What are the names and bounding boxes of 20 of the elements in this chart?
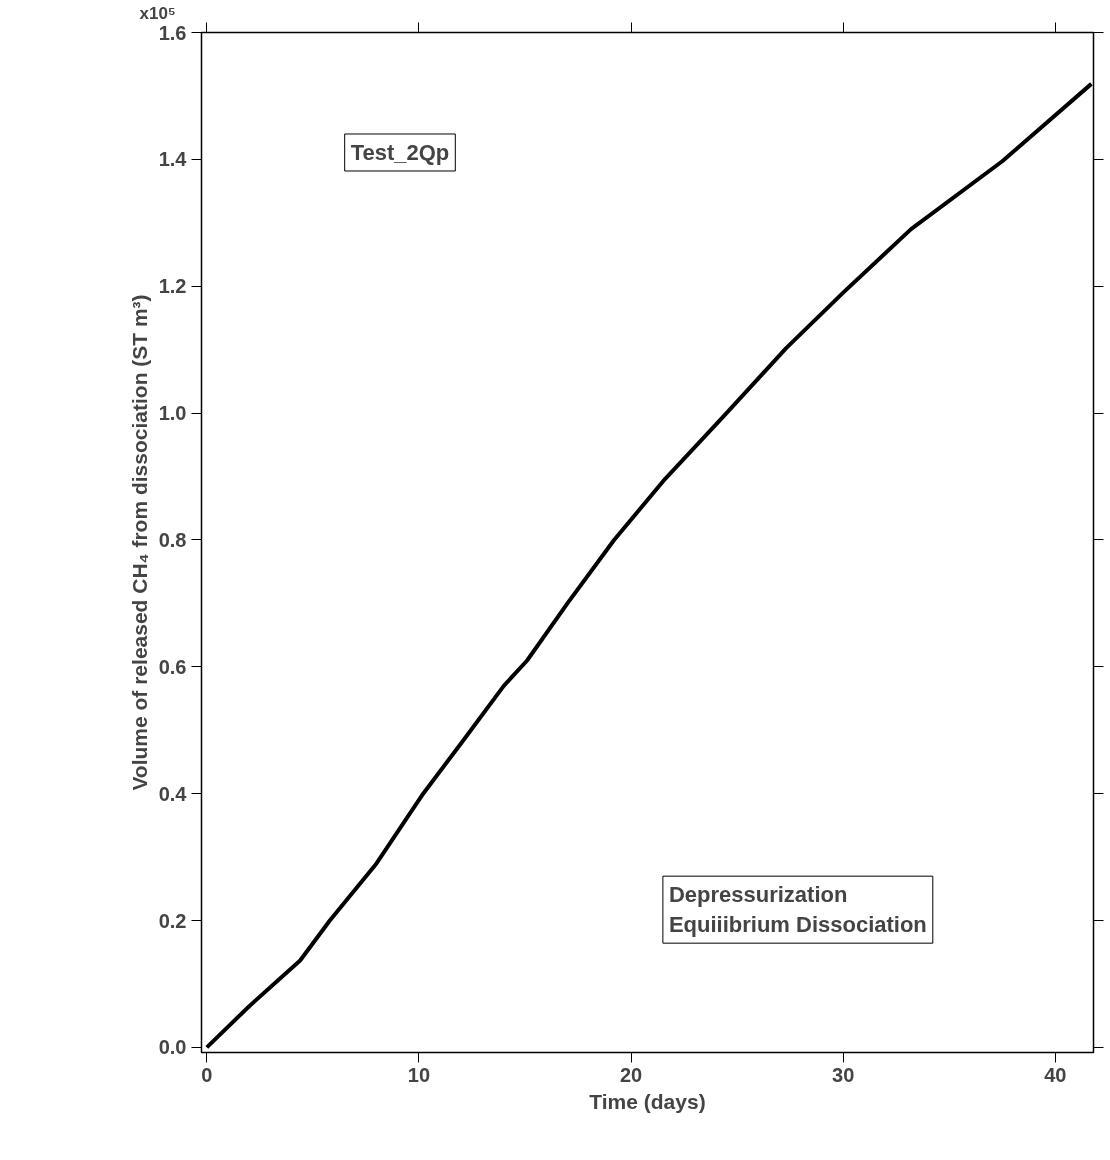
x-tick-label: 30 [832, 1063, 855, 1086]
x-tick-label: 40 [1044, 1063, 1067, 1086]
y-tick-label: 0.0 [158, 1036, 187, 1059]
y-axis-title: Volume of released CH₄ from dissociation (ST m³) [127, 294, 151, 791]
y-tick-label: 1.6 [158, 21, 187, 44]
y-tick-label: 1.0 [158, 402, 187, 425]
y-tick-label: 1.4 [158, 148, 188, 171]
x-tick-label: 20 [619, 1063, 643, 1086]
y-tick-label: 0.4 [158, 782, 188, 805]
text: x10⁵ [139, 3, 176, 23]
x-tick-label: 10 [407, 1063, 431, 1086]
y-tick-label: 0.2 [158, 909, 187, 932]
y-tick-label: 1.2 [158, 275, 187, 298]
annotation: Test_2Qp [350, 139, 450, 165]
line-series [204, 81, 1094, 1050]
annotation: Depressurization Equiiibrium Dissociation [668, 882, 927, 938]
x-tick-label: 0 [201, 1063, 213, 1086]
x-axis-title: Time (days) [589, 1089, 706, 1113]
y-tick-label: 0.6 [158, 655, 187, 678]
y-tick-label: 0.8 [158, 528, 187, 551]
